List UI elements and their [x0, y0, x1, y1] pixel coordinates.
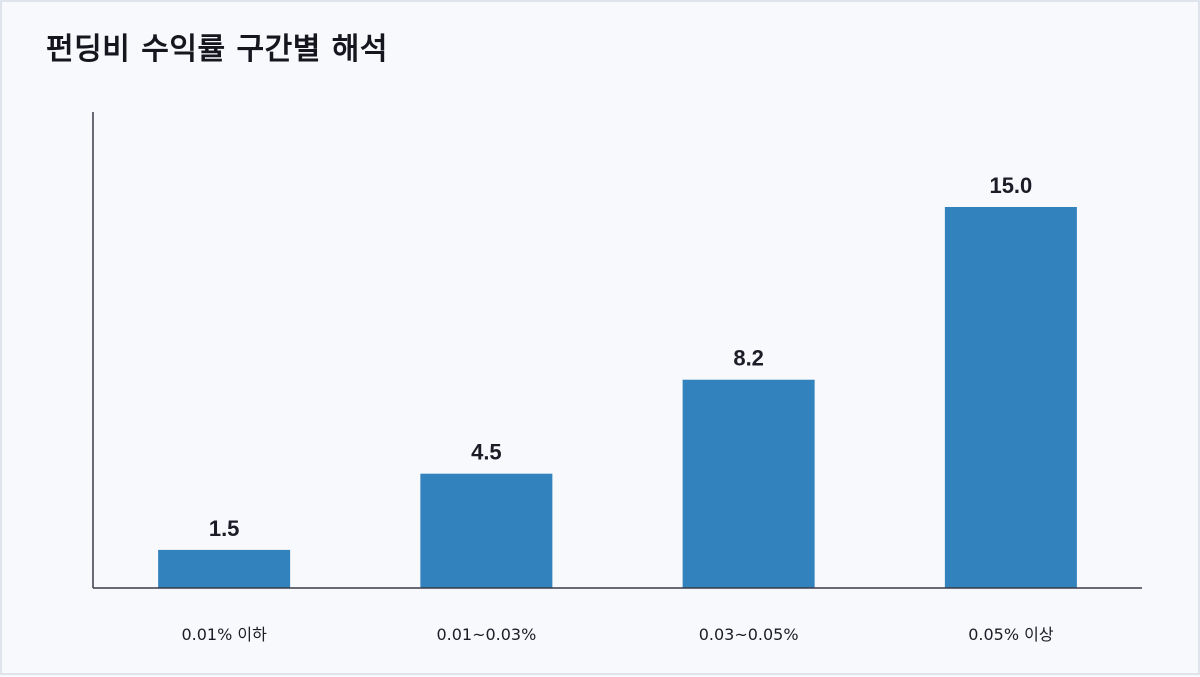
bar-1 [420, 473, 553, 588]
category-labels-group: 0.01% 이하 0.01~0.03% 0.03~0.05% 0.05% 이상 [181, 625, 1053, 644]
bar-0 [158, 549, 291, 588]
value-label-2: 8.2 [733, 346, 764, 371]
value-label-0: 1.5 [209, 516, 240, 541]
category-label-3: 0.05% 이상 [968, 625, 1054, 644]
bar-3 [944, 207, 1077, 588]
bars-group [158, 207, 1077, 588]
category-label-2: 0.03~0.05% [699, 625, 799, 644]
category-label-0: 0.01% 이하 [181, 625, 267, 644]
bar-2 [682, 379, 815, 588]
value-label-1: 4.5 [471, 440, 502, 465]
value-label-3: 15.0 [989, 173, 1032, 198]
chart-title: 펀딩비 수익률 구간별 해석 [46, 32, 388, 67]
value-labels-group: 1.5 4.5 8.2 15.0 [209, 173, 1032, 541]
category-label-1: 0.01~0.03% [436, 625, 536, 644]
